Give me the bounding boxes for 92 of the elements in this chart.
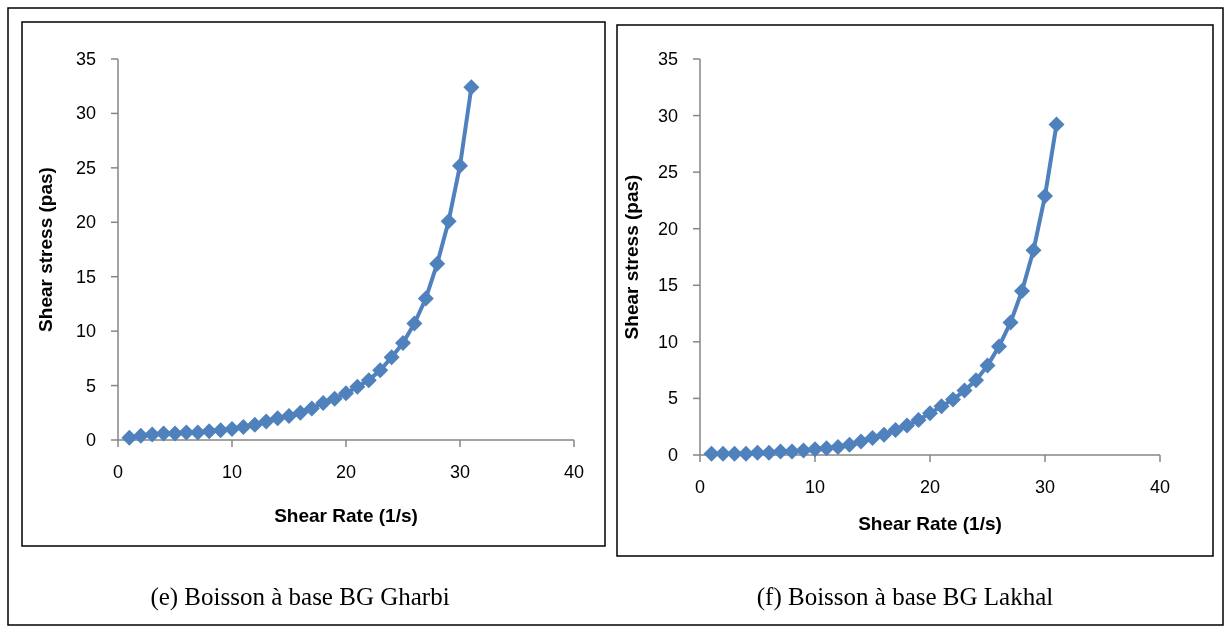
point (246, 416, 263, 433)
y-tick-label: 25 (75, 157, 96, 178)
x-tick-label: 0 (112, 462, 124, 482)
point (201, 423, 218, 440)
point (991, 338, 1007, 355)
point (772, 443, 789, 460)
point (406, 315, 423, 332)
point (349, 378, 366, 395)
x-tick-label: 20 (919, 477, 941, 497)
point (429, 255, 446, 272)
y-tick-label: 20 (657, 218, 678, 239)
point (360, 372, 377, 389)
y-tick-label: 0 (85, 430, 96, 450)
point (899, 417, 915, 434)
y-tick-label: 25 (657, 162, 678, 183)
point (945, 391, 961, 408)
x-tick-label: 10 (804, 477, 826, 497)
y-tick-label: 15 (75, 266, 96, 287)
x-tick-label: 20 (335, 462, 357, 482)
x-tick-label: 30 (449, 462, 471, 482)
x-tick-label: 0 (694, 477, 706, 497)
point (224, 421, 240, 438)
y-tick-label: 5 (85, 375, 96, 396)
point (715, 445, 731, 462)
point (338, 385, 354, 402)
point (167, 425, 183, 442)
point (738, 445, 754, 462)
y-tick-label: 35 (75, 49, 96, 69)
x-tick-label: 10 (221, 462, 243, 482)
point (703, 445, 720, 462)
point (910, 411, 927, 428)
point (1037, 187, 1053, 204)
point (395, 335, 411, 352)
point (795, 442, 812, 459)
x-tick-label: 40 (1149, 477, 1171, 497)
y-axis-title: Shear stress (pas) (35, 167, 56, 332)
x-tick-label: 30 (1034, 477, 1056, 497)
point (818, 440, 835, 457)
point (761, 444, 777, 461)
text: (f) Boisson à base BG Lakhal (756, 583, 1054, 611)
point (807, 441, 823, 458)
point (326, 390, 343, 407)
point (463, 79, 480, 96)
y-tick-label: 10 (75, 321, 96, 342)
point (155, 425, 172, 442)
point (979, 357, 996, 374)
point (1048, 116, 1065, 133)
point (1014, 282, 1030, 299)
point (440, 213, 457, 230)
point (281, 408, 297, 425)
y-tick-label: 10 (657, 331, 678, 352)
point (212, 422, 229, 439)
x-axis-title: Shear Rate (1/s) (274, 505, 418, 526)
point (784, 443, 800, 460)
point (887, 422, 904, 439)
y-tick-label: 20 (75, 212, 96, 233)
point (933, 398, 950, 415)
y-tick-label: 35 (657, 49, 678, 69)
point (830, 439, 846, 456)
y-axis-title: Shear stress (pas) (621, 174, 642, 340)
point (749, 444, 766, 461)
point (417, 290, 434, 307)
point (841, 436, 858, 453)
y-tick-label: 30 (657, 105, 678, 126)
point (876, 426, 892, 443)
y-tick-label: 0 (667, 445, 678, 465)
y-tick-label: 15 (657, 275, 678, 296)
point (383, 349, 400, 366)
point (292, 404, 309, 421)
point (452, 157, 468, 174)
point (1002, 314, 1019, 331)
point (269, 410, 286, 427)
point (922, 405, 938, 422)
point (853, 433, 869, 450)
point (315, 394, 332, 411)
point (144, 426, 161, 443)
point (132, 427, 149, 444)
point (864, 430, 881, 447)
y-tick-label: 5 (667, 388, 678, 409)
x-tick-label: 40 (563, 462, 585, 482)
point (121, 429, 138, 446)
y-tick-label: 30 (75, 103, 96, 124)
point (1025, 242, 1042, 259)
point (258, 413, 275, 430)
point (372, 362, 389, 379)
x-axis-title: Shear Rate (1/s) (858, 513, 1002, 534)
text: (e) Boisson à base BG Gharbi (150, 583, 450, 611)
point (235, 418, 252, 435)
point (726, 445, 743, 462)
point (968, 372, 984, 389)
point (956, 382, 973, 399)
point (303, 400, 320, 417)
